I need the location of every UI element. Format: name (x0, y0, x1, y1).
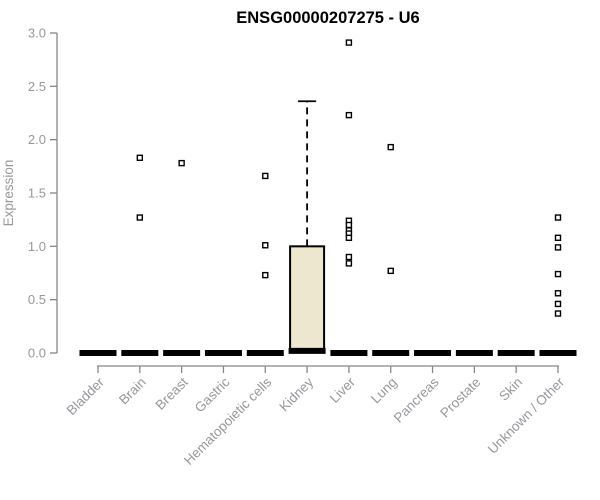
x-tick-label-lung: Lung (368, 375, 400, 407)
x-tick-label-liver: Liver (327, 374, 359, 406)
outlier-point-lung (387, 267, 394, 275)
outlier-point-liver (345, 221, 353, 229)
median-bar-prostate (455, 350, 493, 356)
outlier-point-unknown-other (554, 270, 562, 278)
median-bar-pancreas (414, 350, 452, 356)
outlier-point-unknown-other (554, 234, 562, 241)
median-bar-lung (372, 350, 410, 356)
y-tick-label: 0.0 (28, 346, 46, 361)
outlier-point-lung (387, 143, 394, 151)
outlier-point-brain (136, 154, 144, 161)
median-bar-gastric (204, 350, 242, 356)
median-bar-breast (163, 350, 201, 356)
outlier-point-hematopoietic-cells (262, 242, 269, 249)
outlier-point-unknown-other (554, 310, 562, 317)
outlier-point-liver (345, 234, 353, 241)
median-bar-liver (330, 350, 368, 356)
median-bar-brain (121, 350, 159, 356)
y-tick-label: 2.0 (28, 132, 46, 147)
x-tick-label-bladder: Bladder (64, 374, 108, 418)
x-tick-label-unknown-other: Unknown / Other (485, 374, 568, 457)
outlier-point-liver (345, 260, 353, 267)
x-tick-label-breast: Breast (153, 374, 191, 412)
x-tick-label-pancreas: Pancreas (391, 374, 442, 425)
y-tick-label: 1.0 (28, 239, 46, 254)
median-bar-bladder (79, 350, 117, 356)
median-bar-kidney (288, 347, 326, 354)
x-tick-label-skin: Skin (496, 375, 525, 404)
outlier-point-unknown-other (554, 214, 562, 221)
y-tick-label: 0.5 (28, 292, 46, 307)
outlier-point-unknown-other (554, 300, 562, 308)
chart-title: ENSG00000207275 - U6 (236, 9, 419, 27)
x-tick-label-gastric: Gastric (192, 374, 233, 415)
median-bar-skin (497, 350, 535, 356)
x-tick-label-kidney: Kidney (276, 374, 316, 414)
box-kidney (289, 245, 326, 353)
outlier-point-unknown-other (554, 290, 562, 297)
outlier-point-liver (345, 111, 353, 119)
outlier-point-breast (178, 159, 185, 167)
plot-area: 0.0 0.5 1.0 1.5 2.0 2.5 3.0 Bladder Brain Breast G… (28, 25, 577, 468)
outlier-point-unknown-other (554, 244, 562, 251)
y-axis-title: Expression (1, 160, 16, 227)
y-tick-label: 3.0 (28, 25, 46, 40)
outlier-point-hematopoietic-cells (262, 172, 269, 180)
outlier-point-liver (345, 253, 353, 261)
y-tick-label: 1.5 (28, 185, 46, 200)
x-tick-label-prostate: Prostate (437, 375, 483, 421)
outlier-point-hematopoietic-cells (262, 271, 269, 279)
median-bar-unknown-other (539, 350, 577, 356)
y-tick-label: 2.5 (28, 79, 46, 94)
outlier-point-brain (136, 214, 144, 221)
outlier-point-liver (345, 39, 353, 46)
x-tick-label-brain: Brain (116, 375, 149, 408)
median-bar-hematopoietic-cells (246, 350, 284, 356)
